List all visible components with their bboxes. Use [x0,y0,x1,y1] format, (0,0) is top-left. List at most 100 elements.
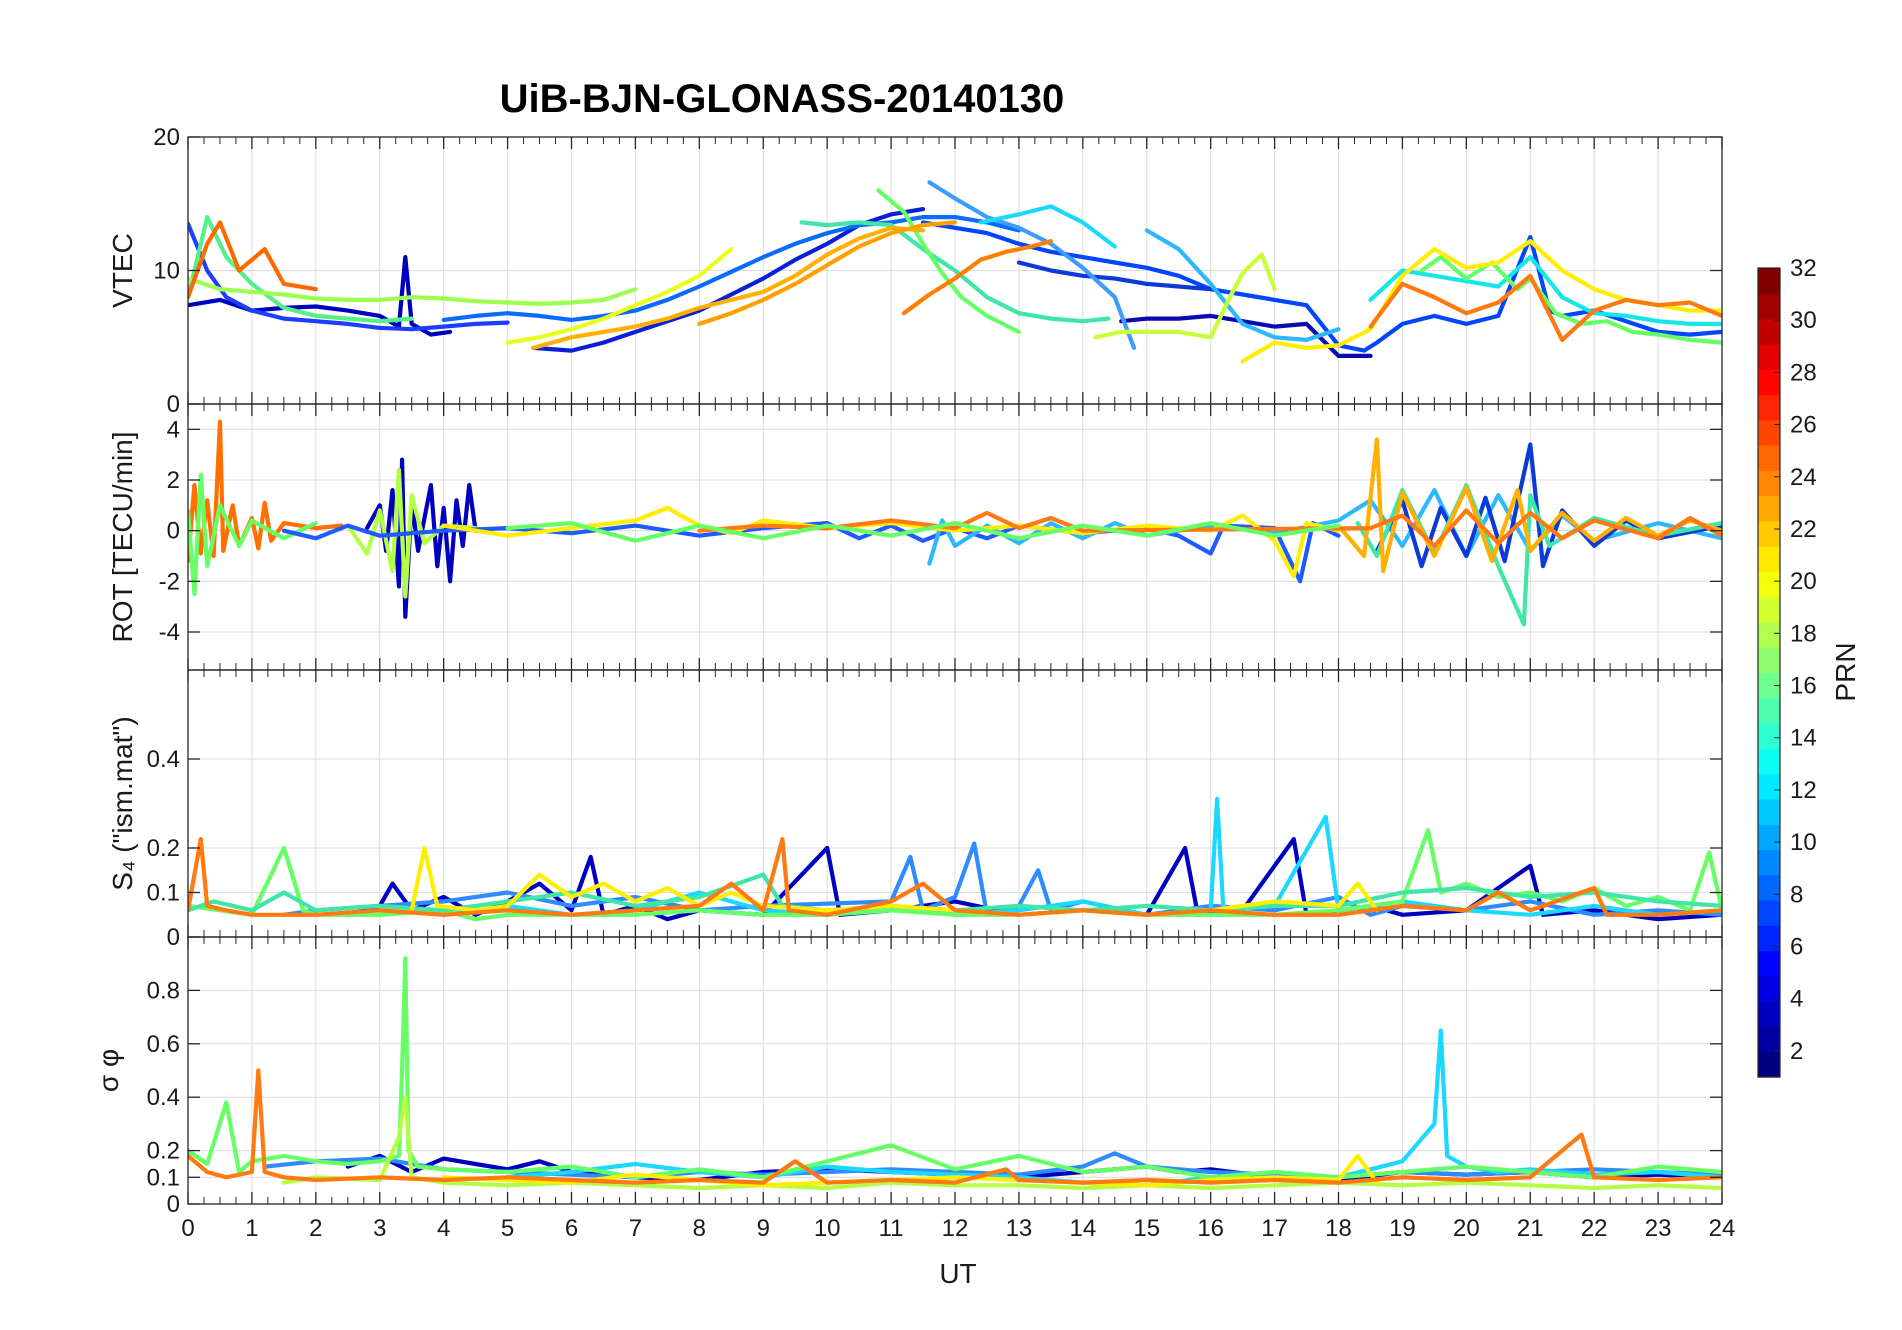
colorbar-tick-label: 32 [1790,255,1817,282]
series-vtec-8 [1144,228,1341,342]
series-group-vtec [188,180,1722,364]
series-group-s4 [188,796,1722,922]
x-tick-label: 11 [879,1215,904,1242]
colorbar-segment [1758,748,1780,775]
series-rot-11 [505,521,1341,543]
colorbar-segment [1758,824,1780,851]
colorbar-tick-label: 2 [1790,1038,1803,1065]
x-tick-label: 7 [629,1215,642,1242]
colorbar-segment [1758,672,1780,699]
y-tick-label: 0 [167,1191,180,1218]
x-tick-label: 0 [181,1215,194,1242]
colorbar-segment [1758,1026,1780,1053]
colorbar-segment [1758,369,1780,396]
colorbar-tick-label: 16 [1790,673,1817,700]
x-tick-label: 8 [693,1215,706,1242]
x-tick-label: 16 [1197,1215,1224,1242]
colorbar-tick-label: 24 [1790,464,1817,491]
x-tick-label: 14 [1069,1215,1096,1242]
colorbar-segment [1758,596,1780,623]
colorbar-segment [1758,520,1780,547]
series-vtec-14 [1419,255,1722,345]
colorbar-segment [1758,900,1780,926]
colorbar-frame [1757,267,1781,1078]
y-tick-label: 20 [153,124,180,151]
colorbar-segment [1758,773,1780,800]
colorbar-tick-label: 10 [1790,829,1817,856]
x-tick-label: 19 [1389,1215,1416,1242]
x-tick-label: 20 [1453,1215,1480,1242]
y-axis-label-sigma: σ φ [93,1049,124,1092]
x-tick-label: 24 [1709,1215,1736,1242]
panel-sigma: 00.10.2 0.4 0.6 0.8 σ φ [93,936,1723,1218]
series-vtec-1 [188,221,510,332]
x-tick-label: 13 [1006,1215,1033,1242]
colorbar-tick-label: 26 [1790,412,1817,439]
y-tick-label: 0.2 [147,1138,180,1165]
x-tick-label: 18 [1325,1215,1352,1242]
y-tick-label: 0 [167,924,180,951]
x-tick-label: 17 [1261,1215,1288,1242]
colorbar-segment [1758,925,1780,952]
series-sigma-6 [188,1068,1722,1185]
colorbar-segment [1758,546,1780,572]
x-tick-label: 22 [1581,1215,1608,1242]
series-rot-10 [697,508,1722,548]
colorbar-segment [1758,343,1780,370]
colorbar-tick-label: 18 [1790,620,1817,647]
colorbar-segment [1758,798,1780,825]
x-tick-label: 23 [1645,1215,1672,1242]
x-tick-label: 12 [942,1215,969,1242]
colorbar-tick-label: 14 [1790,725,1817,752]
colorbar-tick-label: 30 [1790,307,1817,334]
y-tick-label: 0.4 [147,1084,180,1111]
colorbar-segment [1758,293,1780,320]
colorbar-segment [1758,849,1780,876]
colorbar-segment [1758,571,1780,598]
y-tick-label: 4 [167,416,180,443]
y-tick-label: 0.4 [147,746,180,773]
x-tick-labels: 0 1 2 3 4 5 6 7 8 9 10 11 12 13 14 15 16 17 18 19 20 21 22 23 24 [181,1215,1735,1242]
colorbar-segment [1758,697,1780,724]
y-tick-label: -4 [159,619,180,646]
colorbar-tick-label: 6 [1790,934,1803,961]
x-tick-label: 15 [1133,1215,1160,1242]
series-vtec-16 [1093,252,1277,340]
series-group-rot [188,419,1722,627]
series-sigma-3 [188,956,1722,1180]
y-tick-label: 0.6 [147,1031,180,1058]
series-rot-1 [188,472,318,597]
axes-box-sigma [187,936,1723,1205]
colorbar-label: PRN [1830,642,1861,701]
series-vtec-3 [441,215,1021,322]
colorbar-segment [1758,975,1780,1002]
x-tick-label: 3 [373,1215,386,1242]
series-s4-6 [188,837,1722,917]
colorbar-segment [1758,874,1780,901]
y-tick-label: 2 [167,467,180,494]
x-tick-label: 2 [309,1215,322,1242]
colorbar-segment [1758,1051,1780,1078]
series-vtec-15 [188,276,638,306]
y-tick-label: 0 [167,391,180,418]
colorbar-segment [1758,495,1780,522]
colorbar-segment [1758,723,1780,749]
series-vtec-11 [799,220,1111,324]
y-tick-label: -2 [159,568,180,595]
panel-rot: -4 -2 0 2 4 ROT [TECU/min] [107,403,1723,671]
y-axis-label-s4: S₄ ("ism.mat") [107,716,138,890]
y-axis-label-rot: ROT [TECU/min] [107,431,138,642]
x-tick-label: 6 [565,1215,578,1242]
colorbar-segment [1758,621,1780,648]
x-tick-label: 5 [501,1215,514,1242]
x-tick-label: 10 [814,1215,841,1242]
colorbar-tick-label: 28 [1790,359,1817,386]
colorbar-tick-label: 12 [1790,777,1817,804]
x-tick-label: 21 [1517,1215,1544,1242]
colorbar-segment [1758,318,1780,345]
y-axis-label-vtec: VTEC [107,233,138,308]
x-axis-label: UT [939,1258,976,1289]
colorbar-tick-label: 22 [1790,516,1817,543]
